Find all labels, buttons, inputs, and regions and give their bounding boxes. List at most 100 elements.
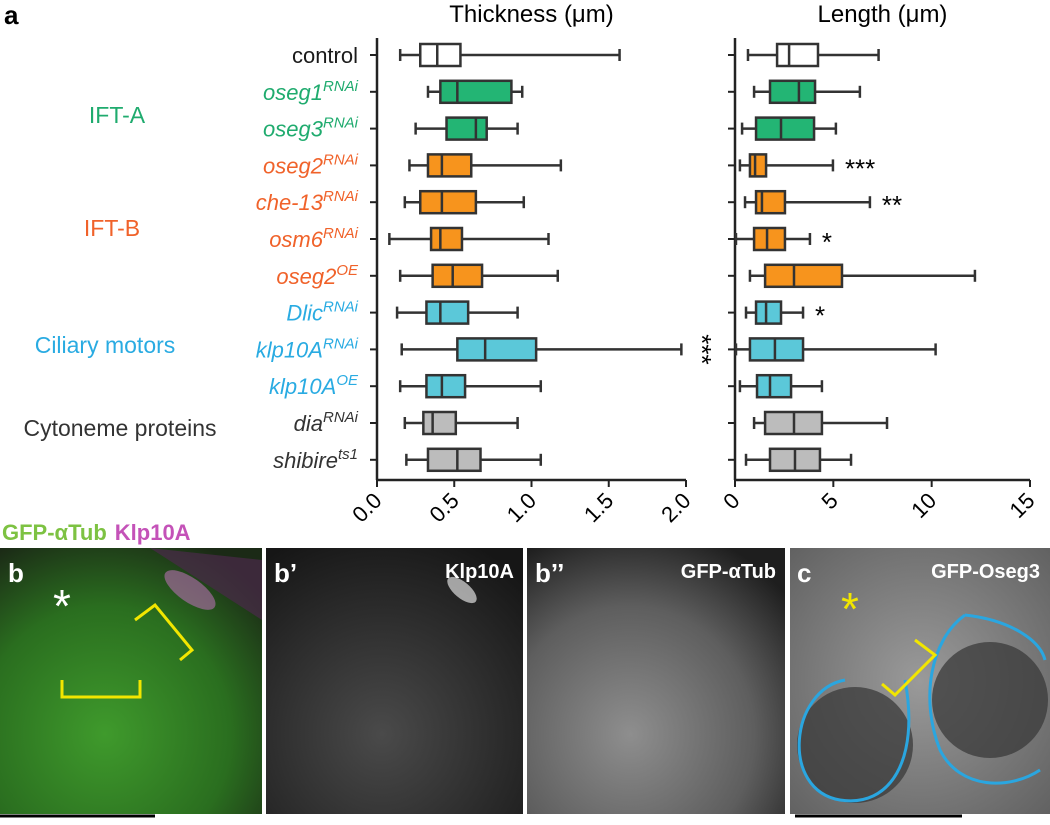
box bbox=[748, 153, 768, 178]
category-label: diaRNAi bbox=[294, 409, 359, 436]
category-superscript: ts1 bbox=[338, 446, 358, 463]
box bbox=[775, 42, 820, 68]
image bbox=[527, 548, 785, 814]
bracket bbox=[60, 680, 142, 699]
box bbox=[425, 373, 467, 399]
significance: ** bbox=[882, 190, 902, 220]
group-label: Ciliary motors bbox=[35, 332, 176, 358]
image-panel-label: c bbox=[797, 558, 811, 588]
category-label: osm6RNAi bbox=[269, 225, 358, 252]
significance: * bbox=[822, 227, 832, 257]
category-name: control bbox=[292, 43, 358, 68]
bracket bbox=[881, 638, 938, 698]
box bbox=[422, 410, 458, 436]
x-tick-label: 1.5 bbox=[579, 488, 618, 527]
category-superscript: RNAi bbox=[323, 78, 359, 95]
category-superscript: RNAi bbox=[323, 151, 359, 168]
category-name: oseg2 bbox=[276, 264, 336, 289]
image-detail bbox=[797, 687, 913, 803]
x-tick-label: 5 bbox=[817, 488, 843, 514]
category-label: control bbox=[292, 43, 358, 68]
image bbox=[266, 548, 523, 814]
category-superscript: RNAi bbox=[323, 409, 359, 426]
box bbox=[431, 263, 484, 289]
group-label: IFT-B bbox=[84, 215, 140, 241]
x-tick-label: 10 bbox=[906, 488, 941, 523]
image-detail bbox=[932, 642, 1048, 758]
panel-label: a bbox=[4, 0, 19, 30]
group-label: IFT-A bbox=[89, 102, 146, 128]
image-caption: GFP-αTub bbox=[681, 561, 776, 583]
box bbox=[425, 300, 470, 325]
channel-name: Klp10A bbox=[115, 520, 191, 545]
image-caption: Klp10A bbox=[445, 561, 514, 583]
x-tick-label: 0.0 bbox=[347, 488, 386, 527]
category-name: osm6 bbox=[269, 227, 324, 252]
panel-texts: GFP-αTub Klp10A b b’ Klp10A b’’ GFP-αTub c GFP-O… bbox=[2, 520, 1040, 588]
category-label: klp10ARNAi bbox=[256, 335, 359, 362]
category-superscript: RNAi bbox=[323, 225, 359, 242]
box bbox=[456, 337, 538, 362]
chart-title: Length (μm) bbox=[818, 1, 948, 28]
box bbox=[754, 116, 816, 141]
box bbox=[748, 337, 805, 362]
category-label: che-13RNAi bbox=[256, 188, 359, 215]
x-tick-label: 15 bbox=[1005, 488, 1040, 523]
category-label: oseg2RNAi bbox=[263, 151, 359, 178]
box bbox=[754, 300, 783, 325]
image-panel-label: b bbox=[8, 558, 24, 588]
box bbox=[752, 226, 787, 252]
category-superscript: OE bbox=[336, 262, 359, 279]
category-name: Dlic bbox=[286, 301, 323, 326]
box bbox=[429, 226, 464, 252]
outline bbox=[928, 613, 1047, 785]
outline bbox=[797, 678, 911, 803]
category-superscript: RNAi bbox=[323, 115, 359, 132]
box bbox=[445, 116, 488, 141]
category-name: oseg3 bbox=[263, 117, 324, 142]
category-label: oseg2OE bbox=[276, 262, 359, 289]
category-name: dia bbox=[294, 411, 323, 436]
box bbox=[426, 153, 473, 178]
asterisk: * bbox=[53, 580, 71, 632]
significance: *** bbox=[687, 334, 717, 364]
category-label: shibirets1 bbox=[273, 446, 358, 473]
box bbox=[755, 373, 793, 399]
x-tick-label: 0 bbox=[718, 488, 744, 514]
box bbox=[419, 189, 478, 215]
category-name: klp10A bbox=[256, 337, 323, 362]
category-name: che-13 bbox=[256, 190, 324, 215]
category-name: oseg2 bbox=[263, 153, 323, 178]
significance: * bbox=[815, 301, 825, 331]
box-plots: Thickness (μm)0.0 0.5 1.0 1.5 2.0***controlo… bbox=[23, 1, 1039, 527]
image-detail bbox=[164, 570, 216, 610]
category-superscript: RNAi bbox=[323, 188, 359, 205]
category-label: klp10AOE bbox=[269, 372, 359, 399]
box bbox=[768, 79, 817, 105]
x-tick-label: 2.0 bbox=[656, 488, 695, 527]
group-label: Cytoneme proteins bbox=[23, 415, 216, 441]
x-tick-label: 1.0 bbox=[502, 488, 541, 527]
asterisk: * bbox=[841, 583, 859, 635]
box bbox=[763, 263, 844, 289]
channel-name: GFP-αTub bbox=[2, 520, 107, 545]
category-superscript: OE bbox=[336, 372, 359, 389]
image-panel-label: b’ bbox=[274, 558, 297, 588]
significance: *** bbox=[845, 153, 875, 183]
x-tick-label: 0.5 bbox=[424, 488, 463, 527]
chart-title: Thickness (μm) bbox=[449, 1, 614, 28]
box bbox=[754, 189, 787, 215]
category-label: oseg1RNAi bbox=[263, 78, 359, 105]
image bbox=[0, 548, 262, 814]
box bbox=[439, 79, 513, 105]
category-superscript: RNAi bbox=[323, 335, 359, 352]
image-caption: GFP-Oseg3 bbox=[931, 561, 1040, 583]
box bbox=[419, 42, 462, 68]
category-name: shibire bbox=[273, 448, 338, 473]
image-detail bbox=[150, 548, 262, 620]
image-panels: * * bbox=[0, 548, 1050, 818]
category-superscript: RNAi bbox=[323, 299, 359, 316]
image-detail bbox=[447, 576, 477, 604]
image-panel-label: b’’ bbox=[535, 558, 564, 588]
